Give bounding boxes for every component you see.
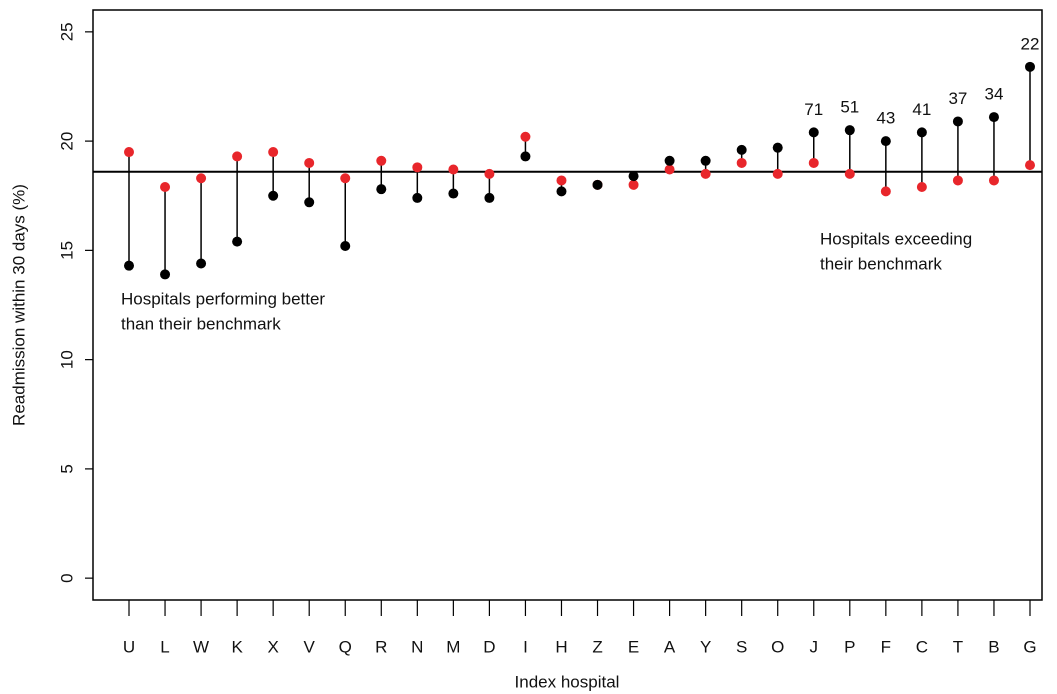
benchmark-dot <box>664 164 675 175</box>
x-tick-label: Z <box>592 637 602 656</box>
observed-dot <box>196 258 207 269</box>
annotation: their benchmark <box>820 254 942 273</box>
x-tick-label: X <box>267 637 278 656</box>
benchmark-dot <box>448 164 459 175</box>
benchmark-dot <box>700 168 711 179</box>
y-tick-label: 0 <box>57 573 76 582</box>
observed-dot <box>412 192 423 203</box>
y-tick-label: 10 <box>57 350 76 369</box>
observed-dot <box>1025 61 1035 72</box>
y-tick-label: 15 <box>57 241 76 260</box>
annotation: Hospitals performing better <box>121 289 325 308</box>
x-tick-label: H <box>555 637 567 656</box>
observed-dot <box>844 125 855 136</box>
observed-dot <box>952 116 963 127</box>
observed-dot <box>304 197 315 208</box>
benchmark-dot <box>772 168 783 179</box>
x-tick-label: N <box>411 637 423 656</box>
y-axis-label: Readmission within 30 days (%) <box>9 184 28 426</box>
x-tick-label: D <box>483 637 495 656</box>
x-tick-label: Q <box>339 637 352 656</box>
benchmark-dot <box>232 151 243 162</box>
x-tick-label: E <box>628 637 639 656</box>
benchmark-dot <box>304 157 315 168</box>
y-tick-label: 20 <box>57 132 76 151</box>
x-tick-label: L <box>160 637 169 656</box>
benchmark-dot <box>808 157 819 168</box>
benchmark-dot <box>484 168 495 179</box>
annotation: than their benchmark <box>121 314 281 333</box>
benchmark-dot <box>628 179 639 190</box>
observed-dot <box>880 136 891 147</box>
observed-dot <box>556 186 567 197</box>
plot-frame <box>92 9 1043 601</box>
benchmark-dot <box>556 175 567 186</box>
benchmark-dot <box>340 173 351 184</box>
benchmark-dot <box>124 147 134 158</box>
observed-dot <box>340 241 351 251</box>
benchmark-dot <box>160 182 171 192</box>
y-tick-label: 25 <box>57 22 76 41</box>
observed-dot <box>736 144 747 155</box>
annotation: Hospitals exceeding <box>820 229 972 248</box>
point-label: 71 <box>804 100 823 119</box>
benchmark-dot <box>376 155 387 166</box>
x-axis-label: Index hospital <box>515 672 620 691</box>
x-tick-label: Y <box>700 637 711 656</box>
benchmark-dot <box>736 157 747 168</box>
point-label: 22 <box>1021 34 1040 53</box>
observed-dot <box>808 127 819 138</box>
observed-dot <box>664 155 675 166</box>
observed-dot <box>700 155 711 166</box>
observed-dot <box>988 112 999 123</box>
point-label: 34 <box>984 85 1003 104</box>
x-tick-label: B <box>988 637 999 656</box>
observed-dot <box>376 184 387 195</box>
point-label: 41 <box>912 100 931 119</box>
observed-dot <box>484 192 495 203</box>
x-tick-label: W <box>193 637 209 656</box>
x-tick-label: P <box>844 637 855 656</box>
x-tick-label: J <box>810 637 819 656</box>
benchmark-dot <box>1025 160 1035 171</box>
observed-dot <box>628 171 639 182</box>
x-tick-label: R <box>375 637 387 656</box>
benchmark-dot <box>268 147 279 158</box>
x-tick-label: A <box>664 637 676 656</box>
y-tick-label: 5 <box>57 464 76 473</box>
x-tick-label: K <box>231 637 243 656</box>
observed-dot <box>232 236 243 247</box>
x-tick-label: O <box>771 637 784 656</box>
point-label: 43 <box>876 109 895 128</box>
benchmark-dot <box>196 173 207 184</box>
point-label: 51 <box>840 98 859 117</box>
benchmark-dot <box>916 182 927 192</box>
benchmark-dot <box>952 175 963 186</box>
observed-dot <box>772 142 783 153</box>
benchmark-dot <box>412 162 423 173</box>
point-label: 37 <box>948 89 967 108</box>
observed-dot <box>124 260 134 271</box>
observed-dot <box>268 190 279 201</box>
observed-dot <box>520 151 531 162</box>
benchmark-dot <box>988 175 999 186</box>
x-tick-label: G <box>1023 637 1036 656</box>
observed-dot <box>592 179 603 190</box>
x-tick-label: U <box>123 637 135 656</box>
x-tick-label: C <box>916 637 928 656</box>
x-tick-label: V <box>304 637 316 656</box>
observed-dot <box>448 188 459 199</box>
x-tick-label: T <box>953 637 963 656</box>
x-tick-label: S <box>736 637 747 656</box>
x-tick-label: M <box>446 637 460 656</box>
benchmark-dot <box>880 186 891 197</box>
x-tick-label: F <box>881 637 891 656</box>
x-tick-label: I <box>523 637 528 656</box>
benchmark-dot <box>520 131 531 142</box>
observed-dot <box>916 127 927 138</box>
benchmark-dot <box>844 168 855 179</box>
observed-dot <box>160 269 171 280</box>
